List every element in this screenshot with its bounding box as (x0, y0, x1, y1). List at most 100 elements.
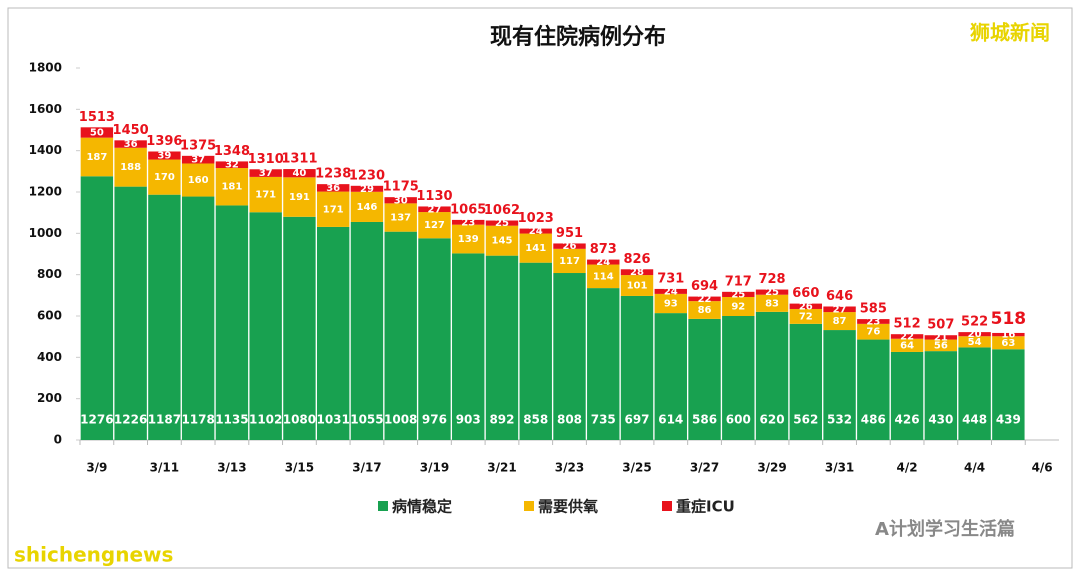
value-label: 36 (326, 183, 340, 194)
bar-segment (316, 226, 350, 440)
value-label: 28 (630, 267, 644, 278)
value-label: 181 (221, 182, 242, 193)
value-label: 170 (154, 172, 175, 183)
value-label: 614 (658, 413, 683, 427)
bar-segment (452, 224, 485, 254)
value-label: 439 (996, 413, 1021, 427)
bar-segment (688, 301, 721, 319)
legend-swatch (524, 501, 534, 511)
total-label: 512 (894, 317, 921, 332)
value-label: 25 (731, 289, 745, 300)
bar-segment (755, 289, 789, 295)
bar-segment (519, 233, 552, 263)
bar-segment (181, 196, 215, 440)
x-tick-label: 3/19 (420, 461, 449, 475)
total-label: 826 (623, 252, 650, 267)
bar-segment (620, 295, 654, 440)
bar-segment (722, 291, 755, 297)
total-label: 873 (590, 242, 617, 257)
bar-segment (148, 159, 181, 195)
bar-segment (688, 296, 721, 302)
value-label: 25 (495, 218, 509, 229)
value-label: 27 (833, 304, 847, 315)
value-label: 30 (394, 195, 408, 206)
value-label: 903 (456, 413, 481, 427)
x-tick-label: 3/25 (622, 461, 651, 475)
bar-segment (823, 330, 856, 440)
bar-segment (755, 311, 789, 440)
value-label: 76 (866, 327, 880, 338)
x-tick-label: 4/6 (1032, 461, 1053, 475)
bar-segment (857, 319, 890, 324)
bar-segment (384, 231, 417, 440)
y-tick-label: 600 (37, 309, 62, 323)
bar-segment (80, 176, 114, 440)
bar-segment (418, 206, 451, 213)
value-label: 448 (962, 413, 987, 427)
value-label: 39 (157, 151, 171, 162)
bar-segment (755, 294, 789, 312)
total-label: 1513 (79, 110, 115, 125)
bar-segment (114, 147, 147, 187)
value-label: 858 (523, 413, 548, 427)
total-label: 1065 (450, 202, 486, 217)
bar-segment (418, 212, 451, 239)
bar-segment (620, 275, 654, 296)
value-label: 1178 (181, 413, 214, 427)
total-label: 1348 (214, 144, 250, 159)
value-label: 64 (900, 340, 914, 351)
total-label: 1062 (484, 203, 520, 218)
value-label: 426 (895, 413, 920, 427)
value-label: 93 (664, 298, 678, 309)
bar-segment (992, 336, 1025, 350)
value-label: 72 (799, 311, 813, 322)
x-tick-label: 3/27 (690, 461, 719, 475)
footer-left: shichengnews (14, 543, 173, 567)
value-label: 16 (1001, 330, 1015, 341)
value-label: 24 (596, 257, 610, 268)
value-label: 20 (968, 329, 982, 340)
bar-segment (587, 264, 620, 289)
total-label: 1310 (248, 152, 284, 167)
bar-segment (350, 221, 384, 440)
value-label: 171 (323, 204, 344, 215)
x-tick-label: 3/31 (825, 461, 854, 475)
value-label: 1080 (283, 413, 316, 427)
value-label: 22 (900, 331, 914, 342)
bar-segment (283, 216, 316, 440)
total-label: 1230 (349, 168, 385, 183)
x-tick-label: 3/9 (86, 461, 107, 475)
x-tick-label: 3/17 (352, 461, 381, 475)
value-label: 620 (760, 413, 785, 427)
bar-segment (924, 335, 958, 340)
value-label: 191 (289, 192, 310, 203)
value-label: 486 (861, 413, 886, 427)
bar-segment (283, 169, 316, 178)
value-label: 1055 (350, 413, 383, 427)
value-label: 430 (928, 413, 953, 427)
value-label: 24 (529, 226, 543, 237)
value-label: 808 (557, 413, 582, 427)
bar-segment (249, 169, 282, 177)
value-label: 27 (428, 204, 442, 215)
x-tick-label: 3/15 (285, 461, 314, 475)
bar-segment (283, 177, 316, 217)
bar-segment (958, 336, 991, 348)
x-tick-label: 3/21 (487, 461, 516, 475)
value-label: 26 (563, 241, 577, 252)
value-label: 101 (627, 281, 648, 292)
bar-segment (823, 306, 856, 313)
value-label: 92 (731, 301, 745, 312)
bar-segment (688, 318, 721, 440)
total-label: 1450 (113, 123, 149, 138)
bar-segment (114, 140, 147, 148)
bar-segment (620, 269, 654, 276)
value-label: 1008 (384, 413, 417, 427)
value-label: 37 (191, 155, 205, 166)
total-label: 646 (826, 289, 853, 304)
bar-segment (485, 220, 519, 226)
bar-segment (992, 349, 1025, 440)
value-label: 586 (692, 413, 717, 427)
value-label: 117 (559, 256, 580, 267)
value-label: 1187 (148, 413, 181, 427)
